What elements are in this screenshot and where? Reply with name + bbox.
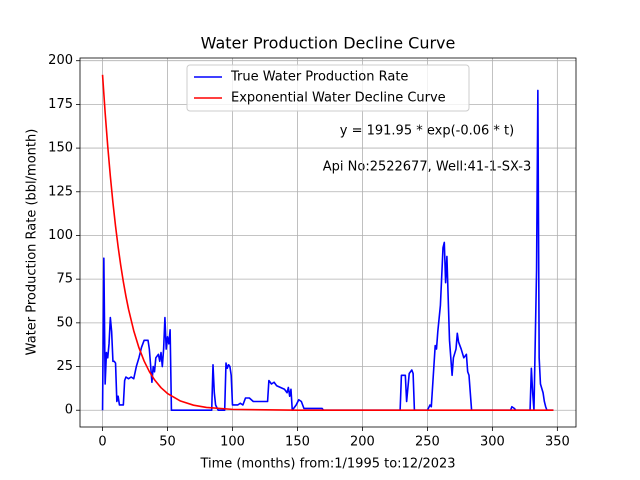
y-tick-label: 0 [65, 403, 73, 418]
x-tick-label: 50 [159, 435, 176, 450]
y-tick-label: 175 [48, 97, 73, 112]
chart-title: Water Production Decline Curve [201, 34, 456, 53]
series-line [101, 74, 554, 412]
y-tick-label: 100 [48, 228, 73, 243]
y-tick-label: 200 [48, 53, 73, 68]
x-tick-label: 100 [220, 435, 245, 450]
well-annotation: Api No:2522677, Well:41-1-SX-3 [323, 160, 531, 175]
plot-frame [79, 57, 577, 428]
x-tick-label: 350 [545, 435, 570, 450]
y-tick-label: 125 [48, 184, 73, 199]
x-tick-label: 200 [350, 435, 375, 450]
x-axis-label: Time (months) from:1/1995 to:12/2023 [199, 457, 455, 472]
y-tick-label: 75 [56, 272, 73, 287]
x-tick-label: 150 [285, 435, 310, 450]
series-line [101, 89, 554, 412]
x-tick-label: 300 [480, 435, 505, 450]
y-tick-label: 150 [48, 141, 73, 156]
x-tick-label: 250 [415, 435, 440, 450]
y-tick-label: 25 [56, 359, 73, 374]
y-tick-label: 50 [56, 315, 73, 330]
legend-box [186, 64, 470, 112]
x-tick-label: 0 [98, 435, 106, 450]
legend-label: Exponential Water Decline Curve [231, 91, 446, 106]
legend-label: True Water Production Rate [230, 70, 408, 85]
y-axis-label: Water Production Rate (bbl/month) [25, 129, 40, 356]
equation-annotation: y = 191.95 * exp(-0.06 * t) [340, 124, 514, 139]
